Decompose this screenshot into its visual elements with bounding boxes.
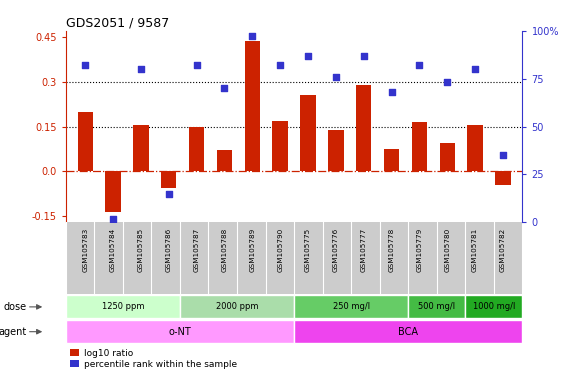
Point xyxy=(443,79,452,86)
Text: o-NT: o-NT xyxy=(168,327,191,337)
Text: GSM105780: GSM105780 xyxy=(444,228,451,272)
Point xyxy=(81,62,90,68)
Text: GSM105779: GSM105779 xyxy=(416,228,423,272)
Bar xyxy=(440,143,455,171)
Legend: log10 ratio, percentile rank within the sample: log10 ratio, percentile rank within the … xyxy=(70,349,237,369)
Text: 2000 ppm: 2000 ppm xyxy=(216,302,258,311)
Point xyxy=(136,66,146,72)
Text: GSM105781: GSM105781 xyxy=(472,228,478,272)
Text: GDS2051 / 9587: GDS2051 / 9587 xyxy=(66,17,169,30)
Bar xyxy=(272,121,288,171)
Bar xyxy=(294,295,408,318)
Point xyxy=(415,62,424,68)
Point xyxy=(248,33,257,40)
Text: 1250 ppm: 1250 ppm xyxy=(102,302,144,311)
Text: GSM105788: GSM105788 xyxy=(222,228,227,272)
Bar xyxy=(78,112,93,171)
Point xyxy=(498,152,508,158)
Bar xyxy=(133,125,148,171)
Text: 500 mg/l: 500 mg/l xyxy=(418,302,456,311)
Text: GSM105786: GSM105786 xyxy=(166,228,172,272)
Text: GSM105785: GSM105785 xyxy=(138,228,144,272)
Text: 1000 mg/l: 1000 mg/l xyxy=(473,302,515,311)
Point xyxy=(303,53,312,59)
Text: BCA: BCA xyxy=(398,327,419,337)
Text: GSM105787: GSM105787 xyxy=(194,228,200,272)
Bar xyxy=(384,149,399,171)
Point xyxy=(387,89,396,95)
Bar xyxy=(412,122,427,171)
Bar xyxy=(356,84,371,171)
Point xyxy=(276,62,285,68)
Bar xyxy=(244,41,260,171)
Text: GSM105778: GSM105778 xyxy=(388,228,395,272)
Text: GSM105775: GSM105775 xyxy=(305,228,311,272)
Bar xyxy=(217,151,232,171)
Bar xyxy=(468,125,482,171)
Bar xyxy=(180,295,294,318)
Bar xyxy=(300,95,316,171)
Bar xyxy=(66,320,294,343)
Text: GSM105789: GSM105789 xyxy=(250,228,255,272)
Point xyxy=(220,85,229,91)
Text: agent: agent xyxy=(0,327,27,337)
Text: GSM105776: GSM105776 xyxy=(333,228,339,272)
Text: GSM105790: GSM105790 xyxy=(277,228,283,272)
Bar xyxy=(328,129,344,171)
Text: dose: dose xyxy=(4,302,27,312)
Text: GSM105784: GSM105784 xyxy=(110,228,116,272)
Point xyxy=(331,74,340,80)
Bar xyxy=(66,295,180,318)
Text: GSM105777: GSM105777 xyxy=(361,228,367,272)
Point xyxy=(108,215,118,222)
Bar xyxy=(495,171,510,185)
Point xyxy=(164,190,173,197)
Point xyxy=(359,53,368,59)
Bar xyxy=(161,171,176,188)
Bar xyxy=(408,295,465,318)
Point xyxy=(192,62,201,68)
Bar xyxy=(294,320,522,343)
Bar xyxy=(465,295,522,318)
Point xyxy=(471,66,480,72)
Bar xyxy=(106,171,120,212)
Text: GSM105782: GSM105782 xyxy=(500,228,506,272)
Text: 250 mg/l: 250 mg/l xyxy=(332,302,370,311)
Bar xyxy=(189,127,204,171)
Text: GSM105783: GSM105783 xyxy=(82,228,88,272)
